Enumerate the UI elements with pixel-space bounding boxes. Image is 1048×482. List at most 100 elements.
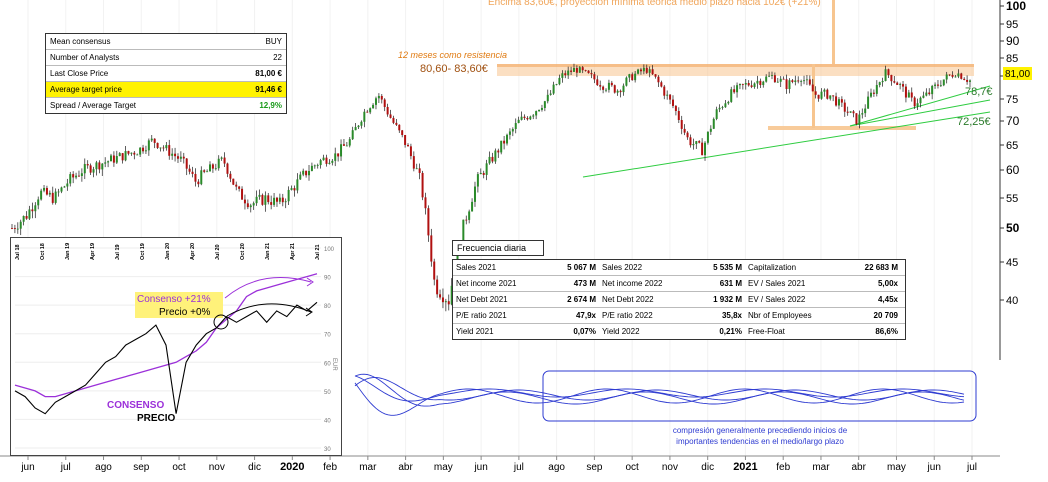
candle [730, 86, 733, 103]
candle [829, 95, 832, 101]
candle [305, 170, 308, 178]
candle [337, 153, 340, 162]
candle [727, 100, 730, 105]
candle [407, 143, 410, 147]
candle [392, 115, 395, 125]
x-tick-label: sep [133, 462, 150, 473]
price-badge-bg [1003, 67, 1032, 80]
candle [811, 79, 814, 92]
candle [508, 128, 511, 140]
consensus-row: Number of Analysts 22 [46, 50, 286, 66]
fundamentals-label: Yield 2021 [456, 327, 494, 336]
candle [803, 75, 806, 85]
candle [89, 163, 92, 176]
fundamentals-label: Net income 2021 [456, 279, 517, 288]
candle [197, 179, 200, 188]
candle [313, 164, 316, 169]
candle [954, 74, 957, 78]
x-tick-label: oct [172, 462, 186, 473]
fundamentals-row: Sales 2021 5 067 M Sales 2022 5 535 M Capita… [453, 260, 905, 276]
candle [261, 193, 264, 206]
inset-y-tick: 40 [324, 418, 331, 424]
candle [159, 147, 162, 152]
candle [779, 76, 782, 88]
candle [241, 186, 244, 200]
candle [60, 186, 63, 194]
y-tick-label: 75 [1006, 94, 1018, 106]
x-tick-label: mar [359, 462, 377, 473]
candle [738, 83, 741, 90]
candle [677, 107, 680, 124]
candle [19, 219, 22, 236]
candle [631, 72, 634, 81]
inset-y-tick: 100 [324, 247, 335, 253]
candle [966, 75, 969, 85]
candle [706, 131, 709, 145]
fundamentals-value: 22 683 M [864, 263, 898, 272]
candle [31, 202, 34, 219]
compression-box [542, 370, 977, 422]
candle [28, 205, 31, 220]
candle [176, 153, 179, 163]
candle [374, 96, 377, 110]
candle [855, 113, 858, 126]
candle [526, 116, 529, 121]
x-tick-label: ago [95, 462, 112, 473]
candle [645, 64, 648, 75]
candle [273, 193, 276, 207]
x-tick-label: dic [701, 462, 714, 473]
x-tick-label: jul [60, 462, 71, 473]
candle [66, 178, 69, 191]
candle [322, 154, 325, 161]
fundamentals-value: 86,6% [875, 327, 898, 336]
candle [902, 81, 905, 92]
candle [768, 71, 771, 78]
candle [674, 104, 677, 116]
candle [22, 215, 25, 226]
candle [497, 148, 500, 158]
inset-x-tick: Jan 20 [165, 243, 171, 260]
candle [345, 141, 348, 147]
candle [934, 82, 937, 89]
candle [223, 152, 226, 167]
candle [540, 104, 543, 112]
fundamentals-label: Capitalization [748, 263, 797, 272]
candle [686, 131, 689, 140]
candle [168, 139, 171, 160]
candle [669, 93, 672, 105]
candle [232, 178, 235, 186]
x-tick-label: abr [851, 462, 866, 473]
candle [107, 160, 110, 168]
candle [887, 68, 890, 78]
candle [511, 127, 514, 137]
fundamentals-label: EV / Sales 2022 [748, 295, 806, 304]
candle [867, 91, 870, 110]
candle [916, 98, 919, 110]
candle [293, 185, 296, 197]
candle [191, 166, 194, 178]
candle [418, 163, 421, 180]
candle [747, 80, 750, 87]
candle [529, 115, 532, 121]
candle [360, 120, 363, 129]
fundamentals-value: 47,9x [575, 311, 596, 320]
x-tick-label: 2020 [280, 461, 304, 473]
candle [698, 140, 701, 144]
candle [63, 185, 66, 188]
candle [881, 77, 884, 87]
candle [814, 86, 817, 99]
fundamentals-row: P/E ratio 2021 47,9x P/E ratio 2022 35,8x Nb… [453, 308, 905, 324]
candle [369, 107, 372, 115]
candle [156, 142, 159, 150]
inset-y-unit: EUR [331, 358, 337, 371]
candle [386, 103, 389, 117]
candle [564, 70, 567, 79]
candle [468, 209, 471, 224]
candle [34, 202, 37, 219]
candle [616, 89, 619, 96]
candle [110, 153, 113, 162]
y-tick-label: 90 [1006, 34, 1020, 48]
candle [121, 153, 124, 164]
candle [401, 129, 404, 138]
candle [200, 166, 203, 186]
